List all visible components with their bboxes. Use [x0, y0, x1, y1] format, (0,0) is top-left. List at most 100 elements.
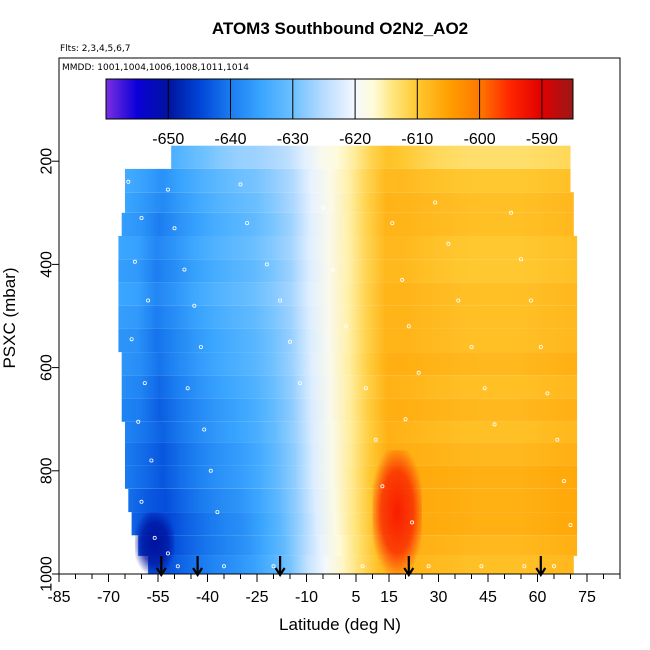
sample-point: [330, 267, 335, 272]
sample-point: [165, 551, 170, 556]
y-tick-label: 400: [39, 251, 56, 278]
sample-point: [215, 510, 220, 515]
colorbar-tick-label: -600: [464, 131, 496, 148]
x-tick-label: 5: [352, 589, 361, 606]
sample-point: [271, 564, 276, 569]
flight-marker-arrow: [274, 556, 286, 578]
heatmap-layer: [118, 145, 578, 574]
sample-point: [446, 241, 451, 246]
sample-point: [192, 303, 197, 308]
heatmap-band: [125, 192, 574, 213]
heatmap-band: [125, 465, 578, 489]
sample-point: [129, 337, 134, 342]
sample-point: [221, 564, 226, 569]
heatmap-band: [118, 282, 578, 306]
heatmap-band: [118, 305, 578, 329]
colorbar-ticks: -650 -640 -630 -620 -610 -600 -590: [152, 79, 558, 148]
sample-point: [380, 484, 385, 489]
x-tick-label: 75: [578, 589, 596, 606]
heatmap-band: [125, 421, 578, 443]
heatmap-band: [121, 352, 578, 376]
sample-point: [149, 458, 154, 463]
heatmap-max-region: [372, 450, 422, 574]
heatmap-band: [128, 488, 578, 513]
sample-point: [175, 564, 180, 569]
sample-point: [238, 182, 243, 187]
sample-point: [182, 267, 187, 272]
sample-point: [426, 564, 431, 569]
flight-markers-layer: [155, 556, 547, 578]
x-tick-label: -10: [295, 589, 318, 606]
sample-point: [297, 381, 302, 386]
sample-point: [390, 221, 395, 226]
colorbar-tick-label: -590: [526, 131, 558, 148]
sample-point: [509, 210, 514, 215]
sample-point: [146, 298, 151, 303]
x-tick-label: 15: [380, 589, 398, 606]
x-tick-label: 30: [430, 589, 448, 606]
sample-point: [287, 339, 292, 344]
flight-marker-arrow: [155, 556, 167, 578]
y-axis-label: PSXC (mbar): [0, 267, 19, 368]
sample-point: [208, 468, 213, 473]
sample-point: [403, 417, 408, 422]
sample-point: [139, 499, 144, 504]
sample-point: [172, 226, 177, 231]
colorbar-tick-label: -640: [214, 131, 246, 148]
heatmap-extreme-layer: [134, 450, 422, 574]
sample-point: [139, 215, 144, 220]
arrow-head: [192, 567, 204, 578]
sample-point: [245, 221, 250, 226]
sample-point: [400, 277, 405, 282]
flight-marker-arrow: [535, 556, 547, 578]
heatmap-band: [118, 236, 578, 260]
mmdd-label: MMDD: 1001,1004,1006,1008,1011,1014: [62, 63, 249, 73]
sample-point: [264, 262, 269, 267]
x-tick-label: -85: [47, 589, 70, 606]
sample-point: [492, 422, 497, 427]
heatmap-band: [118, 259, 578, 283]
sample-point: [373, 437, 378, 442]
flight-marker-arrow: [403, 556, 415, 578]
sample-point: [479, 564, 484, 569]
chart-title: ATOM3 Southbound O2N2_AO2: [212, 19, 468, 38]
sample-point: [126, 179, 131, 184]
arrow-head: [155, 567, 167, 578]
heatmap-band: [121, 398, 578, 422]
sample-point: [555, 437, 560, 442]
sample-point: [152, 535, 157, 540]
sample-points-layer: [126, 179, 573, 569]
colorbar-frame: [105, 78, 574, 120]
flight-marker-arrow: [192, 556, 204, 578]
sample-point: [522, 564, 527, 569]
x-tick-label: -25: [245, 589, 268, 606]
y-axis: 200 400 600 800 1000: [39, 148, 59, 592]
sample-point: [561, 479, 566, 484]
heatmap-band: [125, 442, 578, 466]
x-axis: -85 -70 -55 -40 -25 -10 5 15 30 45 60 75: [47, 574, 621, 606]
sample-point: [410, 520, 415, 525]
sample-point: [433, 200, 438, 205]
colorbar-tick-label: -650: [152, 131, 184, 148]
x-tick-label: -40: [196, 589, 219, 606]
sample-point: [552, 564, 557, 569]
sample-point: [363, 386, 368, 391]
x-axis-label: Latitude (deg N): [279, 615, 401, 634]
x-tick-label: 45: [479, 589, 497, 606]
flights-label: Flts: 2,3,4,5,6,7: [60, 44, 130, 54]
sample-point: [320, 205, 325, 210]
sample-point: [132, 259, 137, 264]
sample-point: [416, 370, 421, 375]
sample-point: [469, 344, 474, 349]
y-tick-label: 1000: [39, 556, 56, 592]
colorbar-tick-label: -620: [339, 131, 371, 148]
heatmap-band: [121, 375, 578, 399]
sample-point: [519, 257, 524, 262]
heatmap-band: [138, 535, 578, 556]
heatmap-band: [118, 328, 578, 353]
sample-point: [406, 324, 411, 329]
colorbar-tick-label: -630: [277, 131, 309, 148]
sample-point: [344, 324, 349, 329]
arrow-head: [274, 567, 286, 578]
